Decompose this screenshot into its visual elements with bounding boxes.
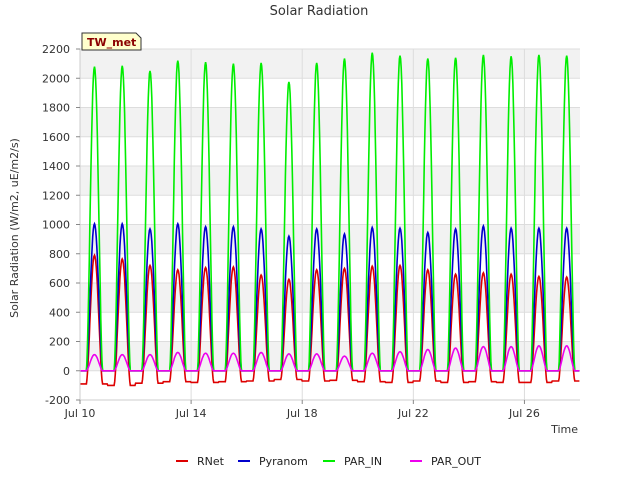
plot-band — [80, 341, 580, 371]
plot-band — [80, 49, 580, 79]
plot-band — [80, 224, 580, 254]
chart-title: Solar Radiation — [270, 4, 369, 19]
y-axis-title: Solar Radiation (W/m2, uE/m2/s) — [8, 138, 21, 318]
plot-band — [80, 107, 580, 137]
y-tick-label: 1000 — [42, 219, 70, 232]
y-tick-label: 1600 — [42, 131, 70, 144]
plot-band — [80, 195, 580, 225]
plot-band — [80, 370, 580, 400]
series-layer — [80, 52, 580, 387]
y-tick-label: 200 — [49, 336, 70, 349]
legend-label-rnet: RNet — [197, 455, 225, 468]
x-tick-label: Jul 26 — [508, 407, 540, 420]
y-tick-label: 600 — [49, 277, 70, 290]
x-tick-label: Jul 14 — [175, 407, 207, 420]
site-label-box — [81, 32, 142, 51]
legend-label-par-in: PAR_IN — [344, 455, 382, 468]
plot-band — [80, 283, 580, 313]
y-tick-label: 1800 — [42, 102, 70, 115]
axes: -200 0 200 400 600 800 1000 1200 1400 1600 1800 200… — [42, 43, 580, 420]
site-label-badge: TW_met — [81, 32, 142, 51]
plot-band — [80, 78, 580, 108]
plot-band — [80, 312, 580, 342]
legend-label-pyranom: Pyranom — [259, 455, 308, 468]
x-tick-label: Jul 22 — [397, 407, 429, 420]
legend: RNet Pyranom PAR_IN PAR_OUT — [176, 455, 481, 468]
y-tick-label: -200 — [45, 394, 70, 407]
x-tick-label: Jul 18 — [286, 407, 318, 420]
x-axis-title: Time — [550, 423, 578, 436]
series-line-par-out — [80, 345, 580, 372]
legend-label-par-out: PAR_OUT — [431, 455, 481, 468]
y-tick-label: 2200 — [42, 43, 70, 56]
plot-band — [80, 166, 580, 196]
plot-background — [80, 49, 580, 400]
y-tick-label: 0 — [63, 365, 70, 378]
site-label: TW_met — [87, 36, 136, 49]
y-tick-label: 400 — [49, 306, 70, 319]
x-tick-label: Jul 10 — [64, 407, 96, 420]
y-tick-label: 800 — [49, 248, 70, 261]
plot-band — [80, 136, 580, 166]
plot-band — [80, 253, 580, 283]
y-tick-label: 2000 — [42, 72, 70, 85]
series-line-rnet — [80, 253, 580, 387]
y-tick-label: 1400 — [42, 160, 70, 173]
y-tick-label: 1200 — [42, 189, 70, 202]
